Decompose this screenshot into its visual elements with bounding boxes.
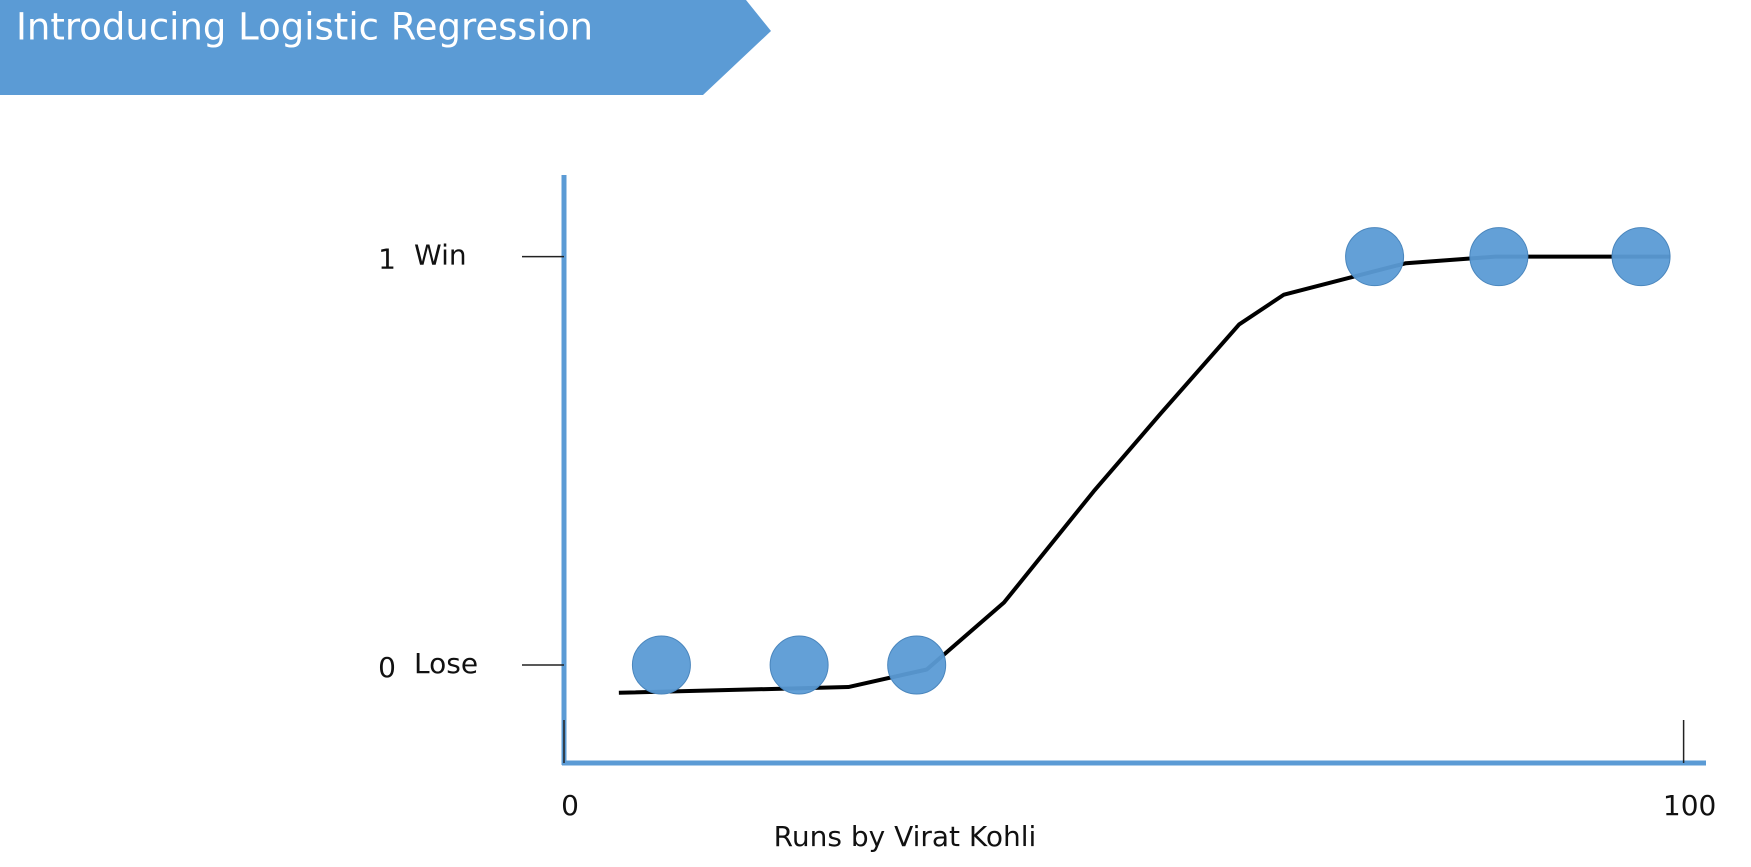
- data-point: [1469, 227, 1529, 287]
- slide-title: Introducing Logistic Regression: [16, 6, 593, 49]
- curve: [618, 254, 1671, 695]
- x-tick-label: 100: [1663, 789, 1716, 822]
- y-tick-label: 0: [378, 651, 396, 684]
- data-point: [769, 635, 829, 695]
- y-tick-label: 1: [378, 243, 396, 276]
- y-tick-name: Win: [414, 239, 467, 272]
- data-point: [1345, 227, 1405, 287]
- data-point: [1611, 227, 1671, 287]
- data-point: [887, 635, 947, 695]
- x-axis-label: Runs by Virat Kohli: [774, 820, 1037, 853]
- data-point: [631, 635, 691, 695]
- title-banner: [0, 0, 771, 95]
- x-tick-label: 0: [561, 789, 579, 822]
- y-tick-name: Lose: [414, 647, 478, 680]
